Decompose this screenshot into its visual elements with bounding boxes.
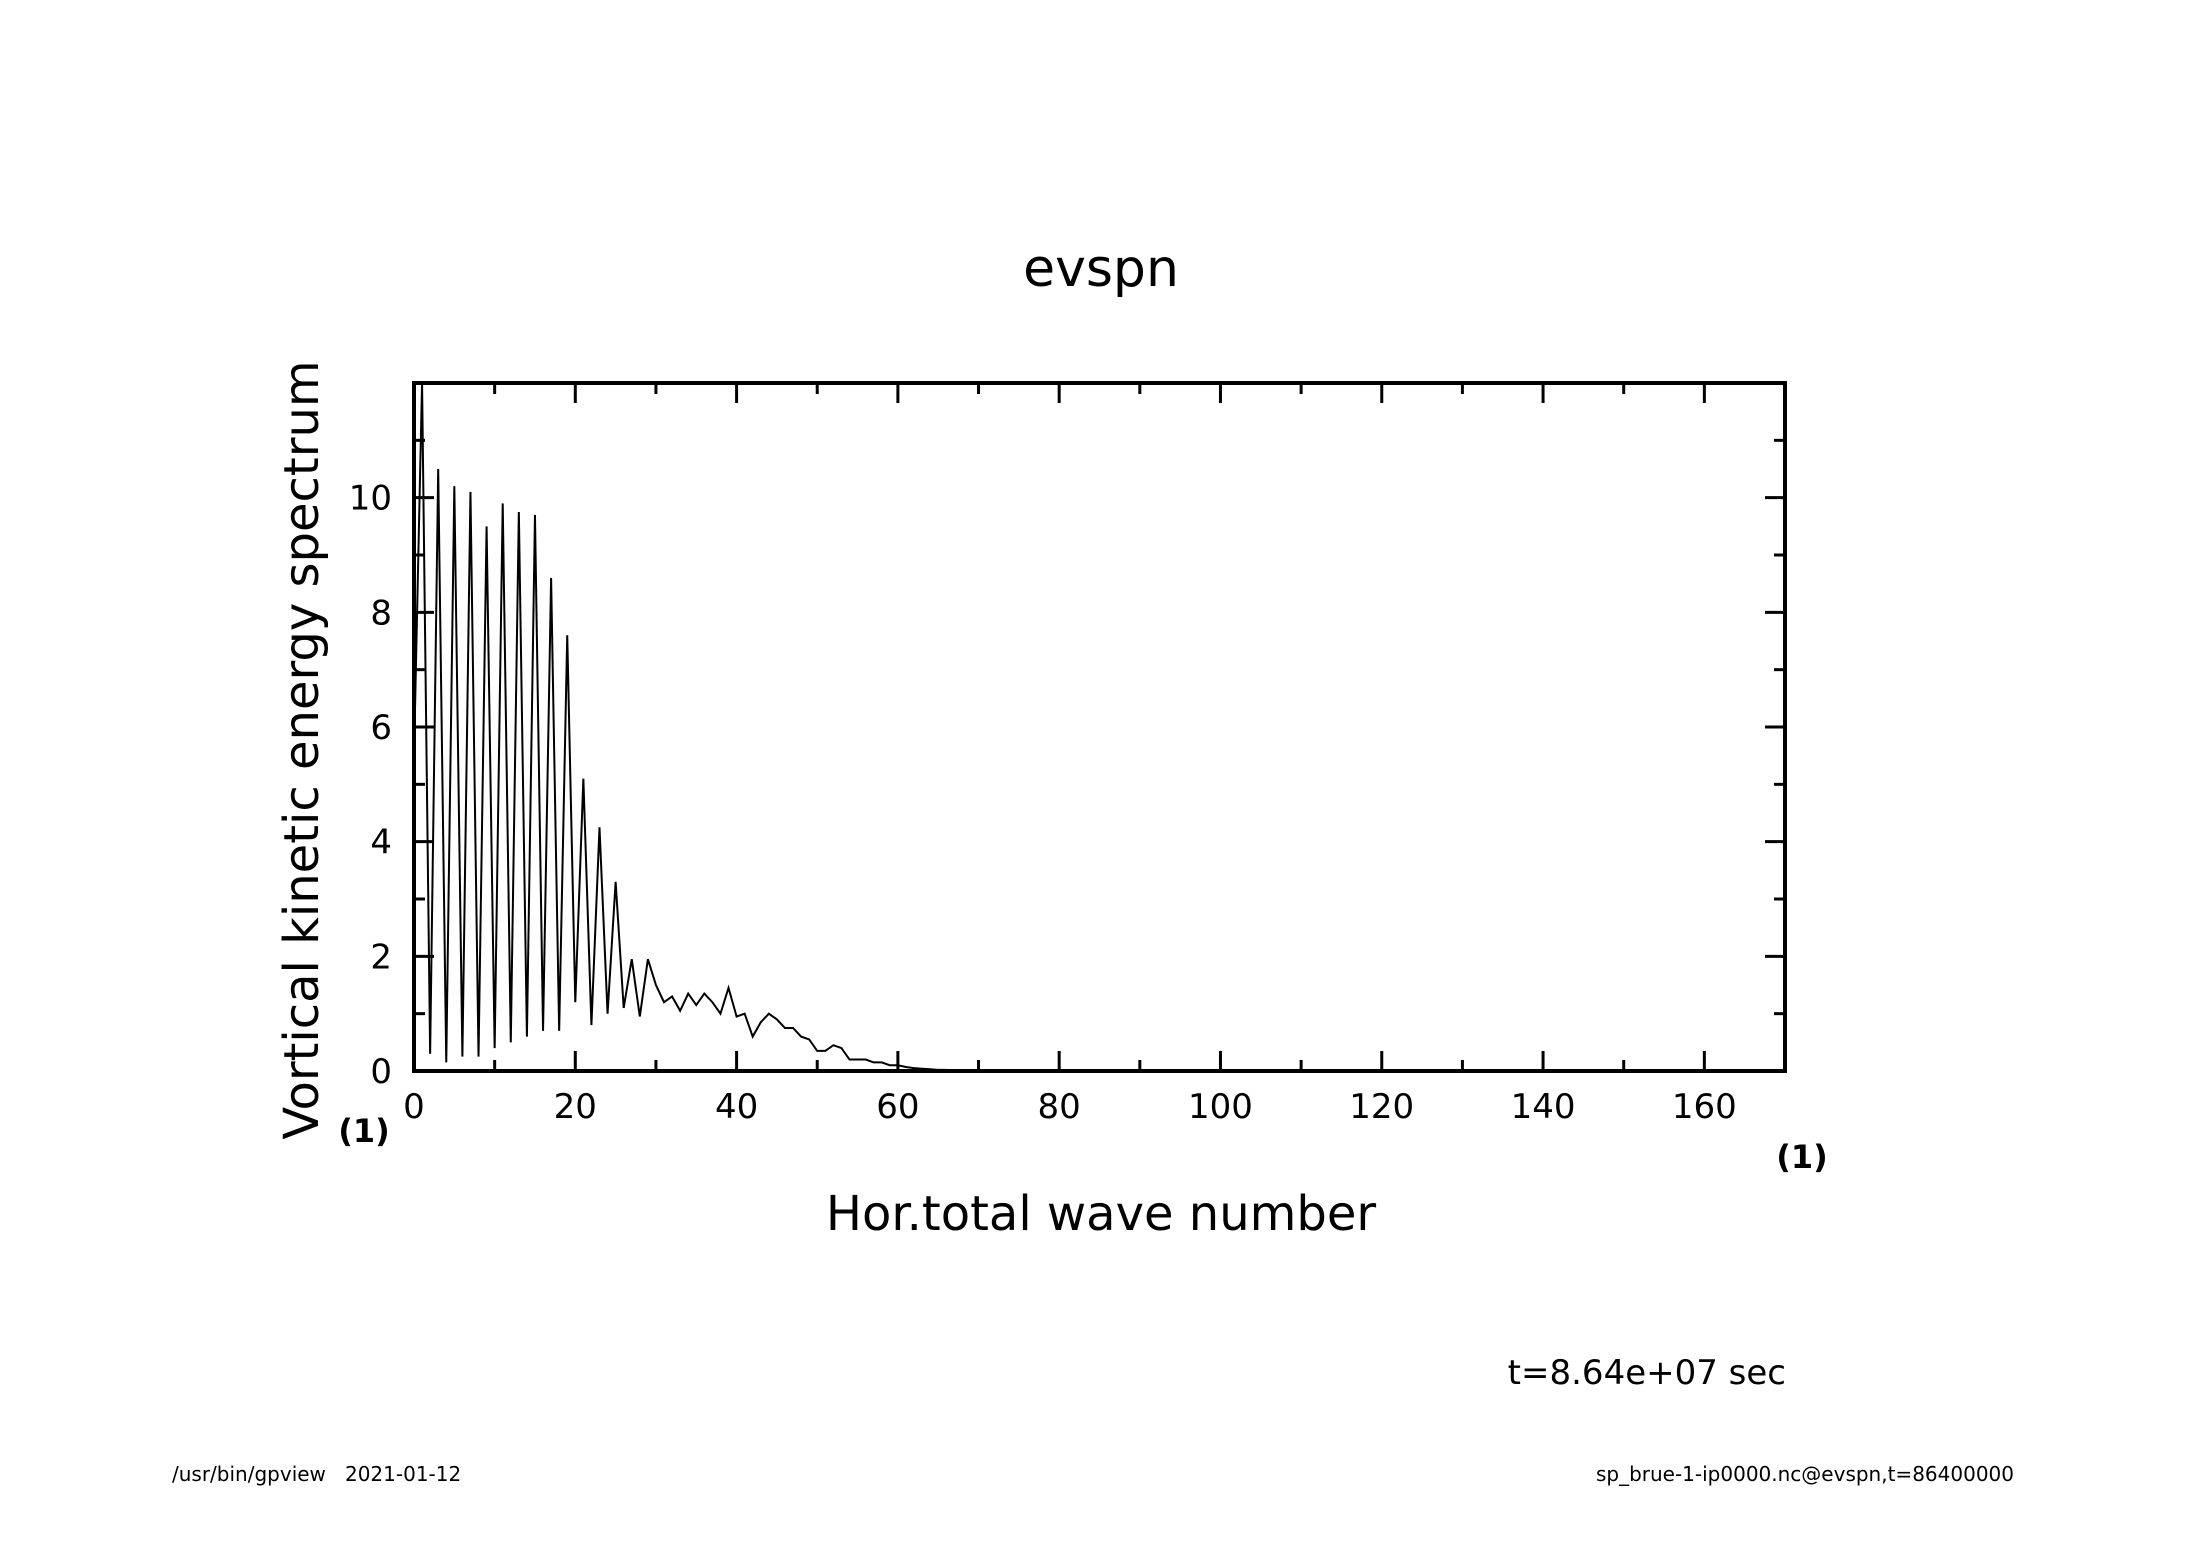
x-tick-label: 140 <box>1511 1087 1576 1127</box>
plot-frame <box>412 381 1787 1073</box>
y-tick-label: 6 <box>370 708 392 748</box>
x-tick-label: 100 <box>1188 1087 1253 1127</box>
y-tick-label: 0 <box>370 1052 392 1092</box>
footer-left: /usr/bin/gpview 2021-01-12 <box>172 1462 461 1486</box>
x-tick-label: 80 <box>1038 1087 1081 1127</box>
y-tick-label: 10 <box>349 479 392 519</box>
y-tick-label: 4 <box>370 823 392 863</box>
footer-right: sp_brue-1-ip0000.nc@evspn,t=86400000 <box>1596 1462 2014 1486</box>
x-tick-label: 120 <box>1349 1087 1414 1127</box>
y-tick-label: 8 <box>370 593 392 633</box>
chart-title: evspn <box>1023 239 1179 299</box>
time-annotation: t=8.64e+07 sec <box>1508 1353 1786 1393</box>
series-line <box>414 383 1705 1071</box>
x-axis-label: Hor.total wave number <box>826 1186 1377 1242</box>
x-tick-label: 60 <box>876 1087 919 1127</box>
plot-area: 0 20 40 60 80 100 120 140 160 0 2 4 6 8 10 <box>349 381 1787 1127</box>
y-axis-label: Vortical kinetic energy spectrum <box>274 360 330 1139</box>
x-tick-label: 20 <box>554 1087 597 1127</box>
y-unit-label: (1) <box>338 1112 390 1150</box>
y-tick-label: 2 <box>370 937 392 977</box>
x-unit-label: (1) <box>1776 1138 1828 1176</box>
x-tick-label: 160 <box>1672 1087 1737 1127</box>
x-tick-label: 0 <box>403 1087 425 1127</box>
x-tick-label: 40 <box>715 1087 758 1127</box>
